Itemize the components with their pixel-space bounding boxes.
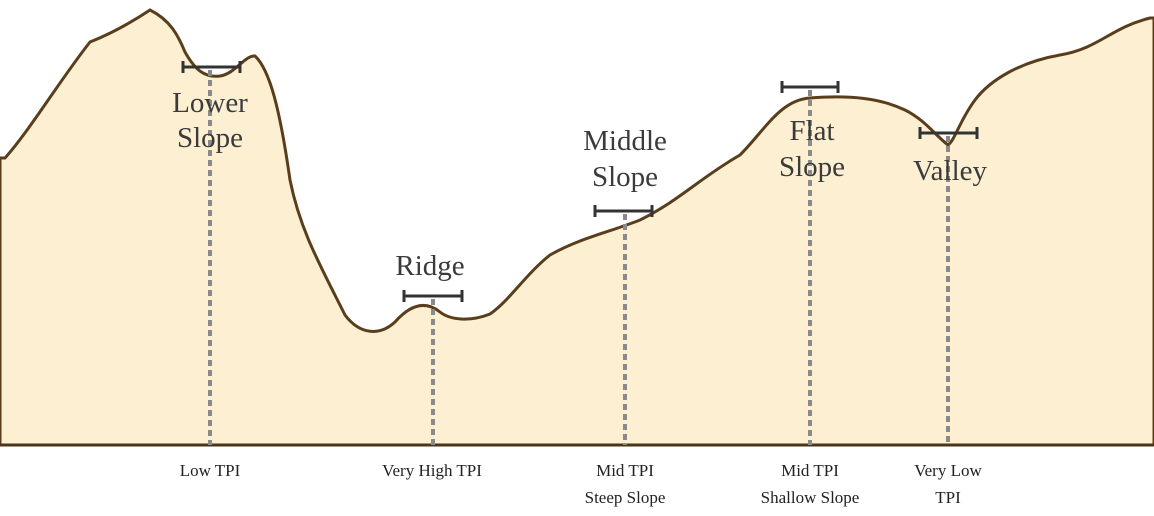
landform-label: Slope bbox=[592, 161, 658, 193]
landform-label: Valley bbox=[913, 155, 988, 187]
tpi-label: Mid TPI bbox=[781, 461, 839, 480]
tpi-label: Mid TPI bbox=[596, 461, 654, 480]
landform-label: Middle bbox=[583, 125, 667, 157]
landform-label: Flat bbox=[789, 115, 834, 147]
landform-label: Slope bbox=[779, 151, 845, 183]
tpi-label: Steep Slope bbox=[585, 488, 666, 507]
tpi-label: TPI bbox=[935, 488, 961, 507]
tpi-label: Very Low bbox=[914, 461, 982, 480]
tpi-diagram: Lower Slope Ridge Middle Slope Flat Slop… bbox=[0, 0, 1154, 516]
landform-label: Slope bbox=[177, 122, 243, 154]
tpi-label: Low TPI bbox=[180, 461, 241, 480]
tpi-label: Very High TPI bbox=[382, 461, 482, 480]
terrain bbox=[0, 10, 1154, 445]
tpi-label: Shallow Slope bbox=[761, 488, 860, 507]
landform-label: Lower bbox=[172, 87, 248, 119]
landform-label: Ridge bbox=[395, 250, 464, 282]
